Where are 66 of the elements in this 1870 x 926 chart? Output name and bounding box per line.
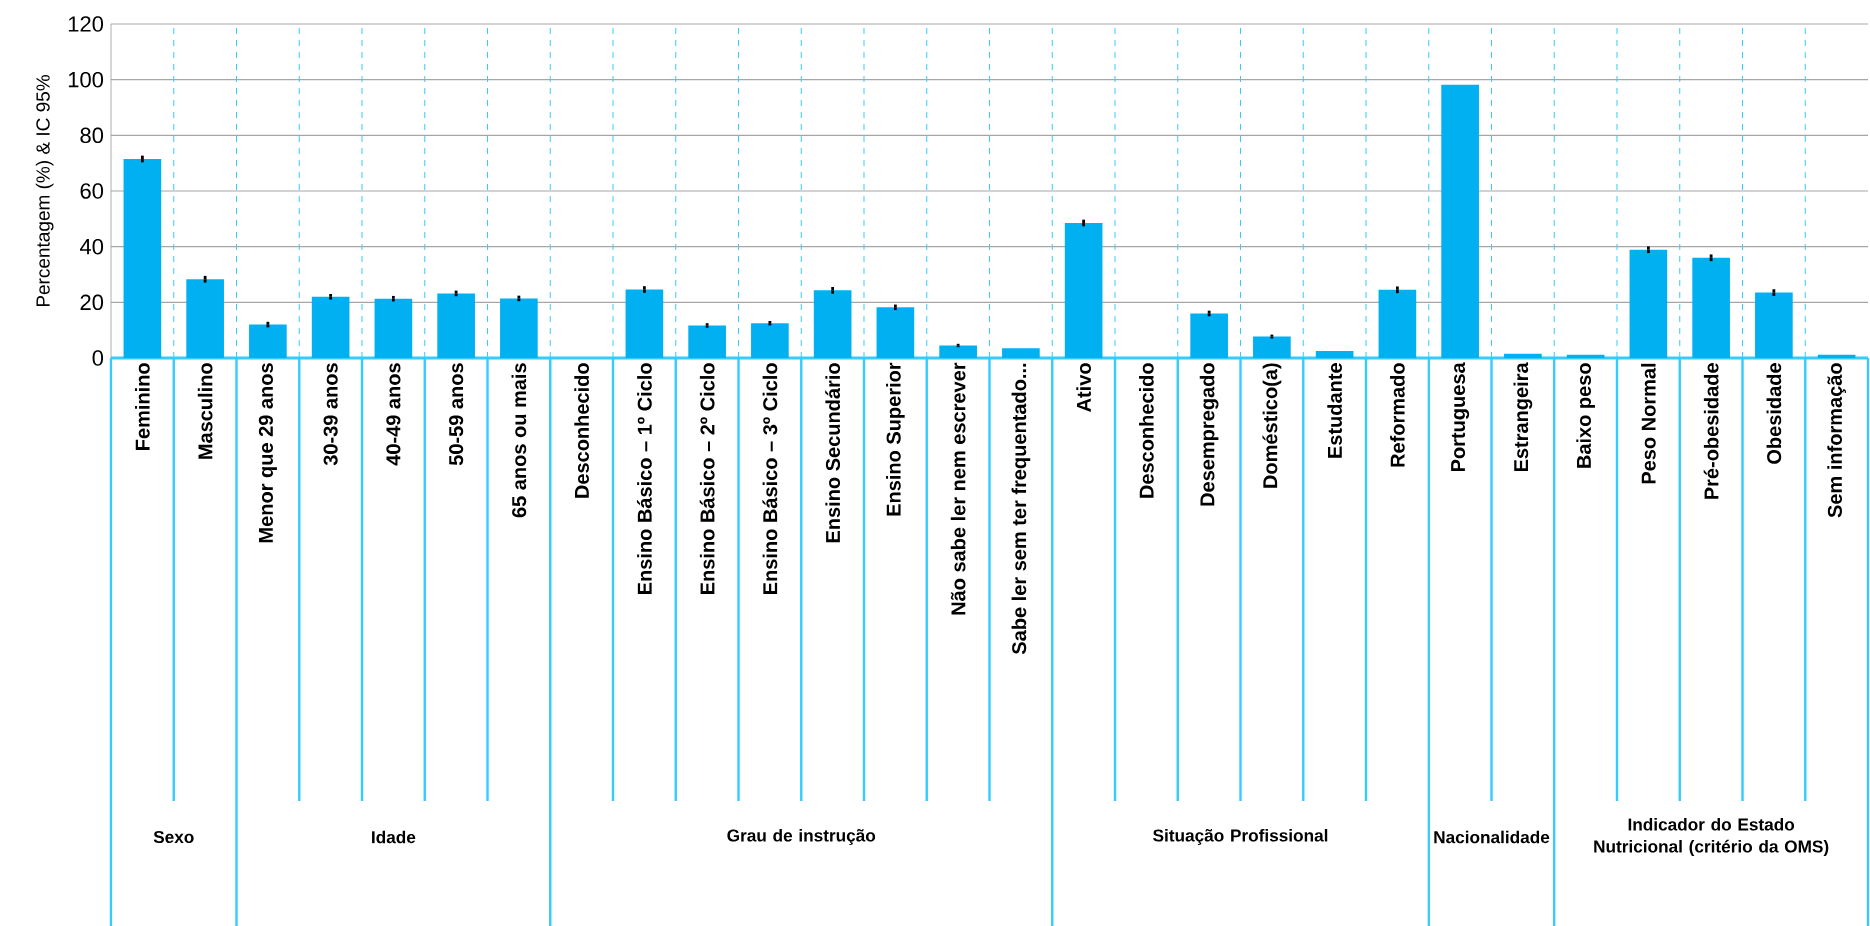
bar (751, 323, 789, 358)
text: Indicador do Estado Nutricional (critério da OMS) (1594, 817, 1829, 857)
bar (1441, 84, 1479, 358)
y-tick-label: 120 (68, 16, 104, 32)
x-tick-label: Não sabe ler nem escrever (950, 362, 966, 615)
x-tick-label: Ensino Básico – 3º Ciclo (762, 363, 778, 594)
bar (500, 298, 538, 358)
y-tick-label: 60 (80, 183, 104, 199)
x-tick-label: Peso Normal (1641, 363, 1656, 484)
bar (1190, 313, 1228, 358)
x-tick-label: 65 anos ou mais (511, 363, 527, 518)
bar (437, 293, 475, 358)
bar (1504, 353, 1542, 358)
bar (813, 290, 852, 358)
x-tick-label: Reformado (1390, 363, 1405, 467)
x-tick-label: Pré-obesidade (1703, 363, 1719, 499)
bar (1378, 289, 1417, 358)
x-tick-label: Baixo peso (1576, 363, 1595, 468)
x-tick-label: Obesidade (1766, 363, 1782, 464)
bar (939, 345, 977, 358)
bar (249, 324, 287, 358)
y-tick-label: 100 (68, 71, 104, 88)
bar (1253, 336, 1291, 358)
bar (1629, 249, 1668, 358)
y-axis-title: Percentagem (%) & IC 95% (35, 75, 54, 307)
x-tick-label: Portuguesa (1451, 362, 1470, 472)
bar (1002, 348, 1040, 358)
text: Idade (372, 830, 416, 844)
x-tick-label: Feminino (135, 363, 150, 450)
text: Nacionalidade (1434, 830, 1550, 844)
bar (1755, 292, 1793, 358)
x-tick-label: Ensino Básico – 2º Ciclo (699, 363, 715, 594)
text: Situação Profissional (1153, 828, 1328, 846)
x-tick-label: Ativo (1076, 363, 1091, 412)
x-tick-label: Desconhecido (574, 363, 589, 498)
y-tick-label: 0 (92, 350, 104, 366)
x-tick-label: Desempregado (1199, 363, 1219, 506)
x-tick-label: Sem informação (1827, 363, 1846, 518)
y-tick-label: 80 (80, 127, 104, 144)
bar (186, 279, 224, 358)
bar (876, 307, 915, 358)
x-tick-label: Ensino Básico – 1º Ciclo (636, 363, 652, 594)
bar (311, 296, 350, 358)
x-tick-label: Desconhecido (1139, 363, 1154, 498)
text: Sexo (153, 830, 194, 844)
x-tick-label: Ensino Superior (886, 362, 905, 516)
x-tick-label: 40-49 anos (386, 363, 401, 466)
x-tick-label: Estrangeira (1513, 362, 1533, 472)
x-tick-label: Masculino (197, 363, 213, 459)
bar (123, 158, 162, 358)
text: Grau de instrução (727, 828, 876, 846)
x-tick-label: Estudante (1327, 363, 1342, 458)
bar (625, 289, 664, 358)
bar (374, 298, 413, 358)
x-tick-label: Ensino Secundário (825, 363, 841, 543)
x-tick-label: Sabe ler sem ter frequentado... (1011, 363, 1031, 655)
x-tick-label: Doméstico(a) (1262, 363, 1282, 488)
bar (1692, 257, 1730, 358)
bar (1064, 223, 1103, 358)
x-tick-label: Menor que 29 anos (258, 363, 277, 543)
y-tick-label: 40 (79, 238, 104, 255)
y-tick-label: 20 (80, 294, 104, 311)
bar (1315, 351, 1354, 358)
x-tick-label: 30-39 anos (323, 363, 338, 466)
bar (688, 325, 726, 358)
x-tick-label: 50-59 anos (449, 363, 464, 466)
